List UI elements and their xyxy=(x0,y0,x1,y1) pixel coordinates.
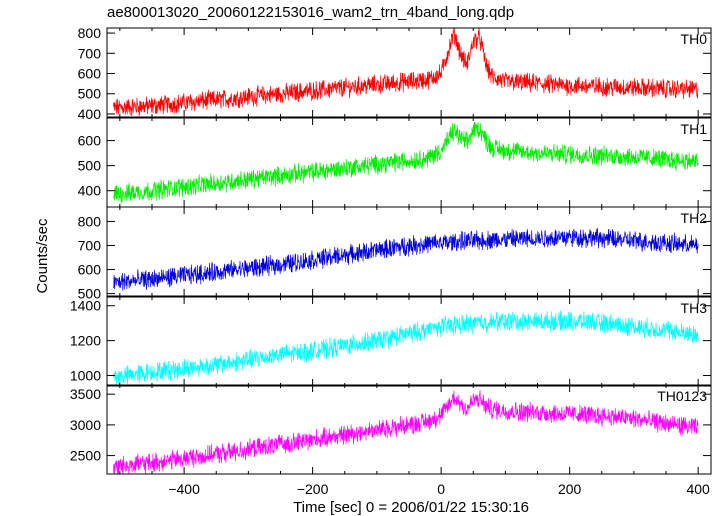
x-axis: −400 −200 0 200 400 xyxy=(168,481,710,497)
panel-frame xyxy=(106,296,712,387)
panel-label: TH1 xyxy=(681,121,708,137)
y-tick-label: 700 xyxy=(78,45,102,61)
panels-group: 400 500 600 700 800 TH0 400 500 600 TH1 500 600 700 8… xyxy=(70,25,712,475)
panel-label: TH0 xyxy=(681,31,708,47)
panel-th1: 400 500 600 TH1 xyxy=(78,117,712,208)
y-tick-label: 400 xyxy=(78,106,102,122)
series-th1 xyxy=(113,121,699,204)
y-tick-label: 600 xyxy=(78,66,102,82)
y-tick-label: 1400 xyxy=(70,298,101,314)
panel-label: TH0123 xyxy=(657,388,707,404)
y-tick-label: 800 xyxy=(78,213,102,229)
panel-th2: 500 600 700 800 TH2 xyxy=(78,206,712,302)
x-tick-label: 400 xyxy=(686,481,710,497)
x-tick-label: −200 xyxy=(297,481,329,497)
y-tick-label: 2500 xyxy=(70,448,101,464)
series-th0 xyxy=(113,28,699,117)
series-th3 xyxy=(113,310,699,386)
panel-label: TH3 xyxy=(681,300,708,316)
y-tick-label: 3000 xyxy=(70,417,101,433)
x-tick-label: −400 xyxy=(168,481,200,497)
y-tick-label: 800 xyxy=(78,25,102,41)
chart-title: ae800013020_20060122153016_wam2_trn_4ban… xyxy=(107,4,514,21)
x-tick-label: 0 xyxy=(437,481,445,497)
y-tick-label: 500 xyxy=(78,158,102,174)
y-tick-label: 500 xyxy=(78,86,102,102)
y-tick-label: 600 xyxy=(78,133,102,149)
y-tick-label: 700 xyxy=(78,237,102,253)
y-tick-label: 500 xyxy=(78,286,102,302)
panel-th0: 400 500 600 700 800 TH0 xyxy=(78,25,712,122)
panel-th0123: 2500 3000 3500 TH0123 xyxy=(70,384,712,475)
y-tick-label: 1000 xyxy=(70,368,101,384)
x-axis-label: Time [sec] 0 = 2006/01/22 15:30:16 xyxy=(293,499,529,516)
panel-label: TH2 xyxy=(681,210,708,226)
y-axis-label: Counts/sec xyxy=(34,218,51,294)
panel-frame xyxy=(106,384,712,475)
panel-th3: 1000 1200 1400 TH3 xyxy=(70,296,712,387)
y-tick-label: 1200 xyxy=(70,333,101,349)
series-th0123 xyxy=(113,389,699,474)
series-th2 xyxy=(113,227,699,291)
x-tick-label: 200 xyxy=(558,481,582,497)
y-tick-label: 3500 xyxy=(70,386,101,402)
y-tick-label: 400 xyxy=(78,183,102,199)
y-tick-label: 600 xyxy=(78,262,102,278)
